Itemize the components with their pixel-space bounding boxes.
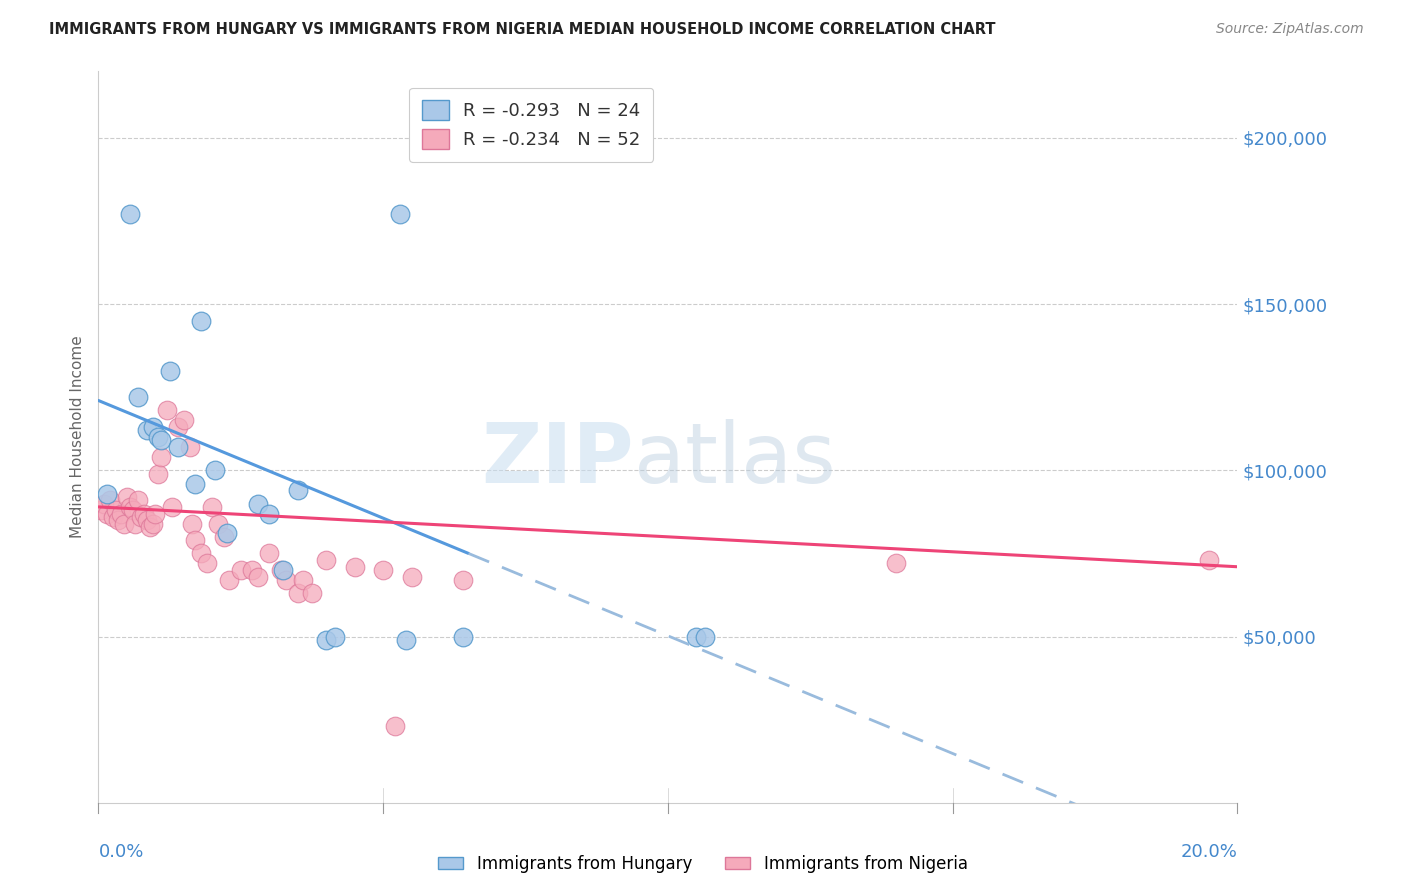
Point bbox=[287, 483, 309, 498]
Point bbox=[343, 559, 366, 574]
Point bbox=[190, 546, 212, 560]
Point bbox=[315, 632, 337, 647]
Point bbox=[212, 530, 235, 544]
Point bbox=[167, 420, 190, 434]
Point bbox=[184, 533, 207, 548]
Point bbox=[132, 507, 155, 521]
Point bbox=[195, 557, 218, 571]
Point bbox=[301, 586, 323, 600]
Text: atlas: atlas bbox=[634, 418, 835, 500]
Legend: Immigrants from Hungary, Immigrants from Nigeria: Immigrants from Hungary, Immigrants from… bbox=[432, 848, 974, 880]
Point bbox=[884, 557, 907, 571]
Point bbox=[276, 573, 298, 587]
Point bbox=[246, 570, 269, 584]
Point bbox=[229, 563, 252, 577]
Point bbox=[127, 493, 149, 508]
Point bbox=[129, 509, 152, 524]
Point bbox=[315, 553, 337, 567]
Point bbox=[148, 430, 170, 444]
Text: 0.0%: 0.0% bbox=[98, 843, 143, 861]
Point bbox=[287, 586, 309, 600]
Point bbox=[148, 467, 170, 481]
Point bbox=[167, 440, 190, 454]
Point bbox=[204, 463, 226, 477]
Point bbox=[190, 314, 212, 328]
Point bbox=[323, 630, 346, 644]
Point bbox=[107, 513, 129, 527]
Point bbox=[104, 503, 127, 517]
Point bbox=[215, 526, 238, 541]
Point bbox=[259, 507, 281, 521]
Point bbox=[135, 424, 157, 438]
Point bbox=[201, 500, 224, 514]
Point bbox=[246, 497, 269, 511]
Point bbox=[141, 516, 163, 531]
Point bbox=[135, 513, 157, 527]
Point bbox=[96, 507, 118, 521]
Point bbox=[98, 493, 121, 508]
Point bbox=[159, 363, 181, 377]
Point bbox=[162, 500, 184, 514]
Point bbox=[150, 450, 173, 464]
Point bbox=[96, 486, 118, 500]
Point bbox=[218, 573, 240, 587]
Point bbox=[685, 630, 707, 644]
Point bbox=[118, 207, 141, 221]
Point bbox=[401, 570, 423, 584]
Point bbox=[90, 503, 112, 517]
Point bbox=[121, 503, 143, 517]
Point bbox=[110, 507, 132, 521]
Point bbox=[270, 563, 292, 577]
Point bbox=[141, 420, 163, 434]
Point bbox=[127, 390, 149, 404]
Y-axis label: Median Household Income: Median Household Income bbox=[69, 335, 84, 539]
Point bbox=[384, 719, 406, 733]
Point bbox=[1198, 553, 1220, 567]
Point bbox=[115, 490, 138, 504]
Point bbox=[292, 573, 315, 587]
Text: Source: ZipAtlas.com: Source: ZipAtlas.com bbox=[1216, 22, 1364, 37]
Point bbox=[181, 516, 204, 531]
Point bbox=[395, 632, 418, 647]
Point bbox=[693, 630, 716, 644]
Text: IMMIGRANTS FROM HUNGARY VS IMMIGRANTS FROM NIGERIA MEDIAN HOUSEHOLD INCOME CORRE: IMMIGRANTS FROM HUNGARY VS IMMIGRANTS FR… bbox=[49, 22, 995, 37]
Point bbox=[240, 563, 263, 577]
Point bbox=[389, 207, 412, 221]
Point bbox=[145, 507, 167, 521]
Point bbox=[112, 516, 135, 531]
Point bbox=[173, 413, 195, 427]
Text: 20.0%: 20.0% bbox=[1181, 843, 1237, 861]
Point bbox=[101, 509, 124, 524]
Point bbox=[371, 563, 394, 577]
Point bbox=[451, 573, 474, 587]
Point bbox=[273, 563, 295, 577]
Point bbox=[179, 440, 201, 454]
Legend: R = -0.293   N = 24, R = -0.234   N = 52: R = -0.293 N = 24, R = -0.234 N = 52 bbox=[409, 87, 654, 161]
Point bbox=[207, 516, 229, 531]
Point bbox=[184, 476, 207, 491]
Point bbox=[451, 630, 474, 644]
Point bbox=[150, 434, 173, 448]
Point bbox=[118, 500, 141, 514]
Point bbox=[156, 403, 179, 417]
Point bbox=[93, 497, 115, 511]
Point bbox=[124, 516, 146, 531]
Point bbox=[138, 520, 160, 534]
Text: ZIP: ZIP bbox=[481, 418, 634, 500]
Point bbox=[259, 546, 281, 560]
